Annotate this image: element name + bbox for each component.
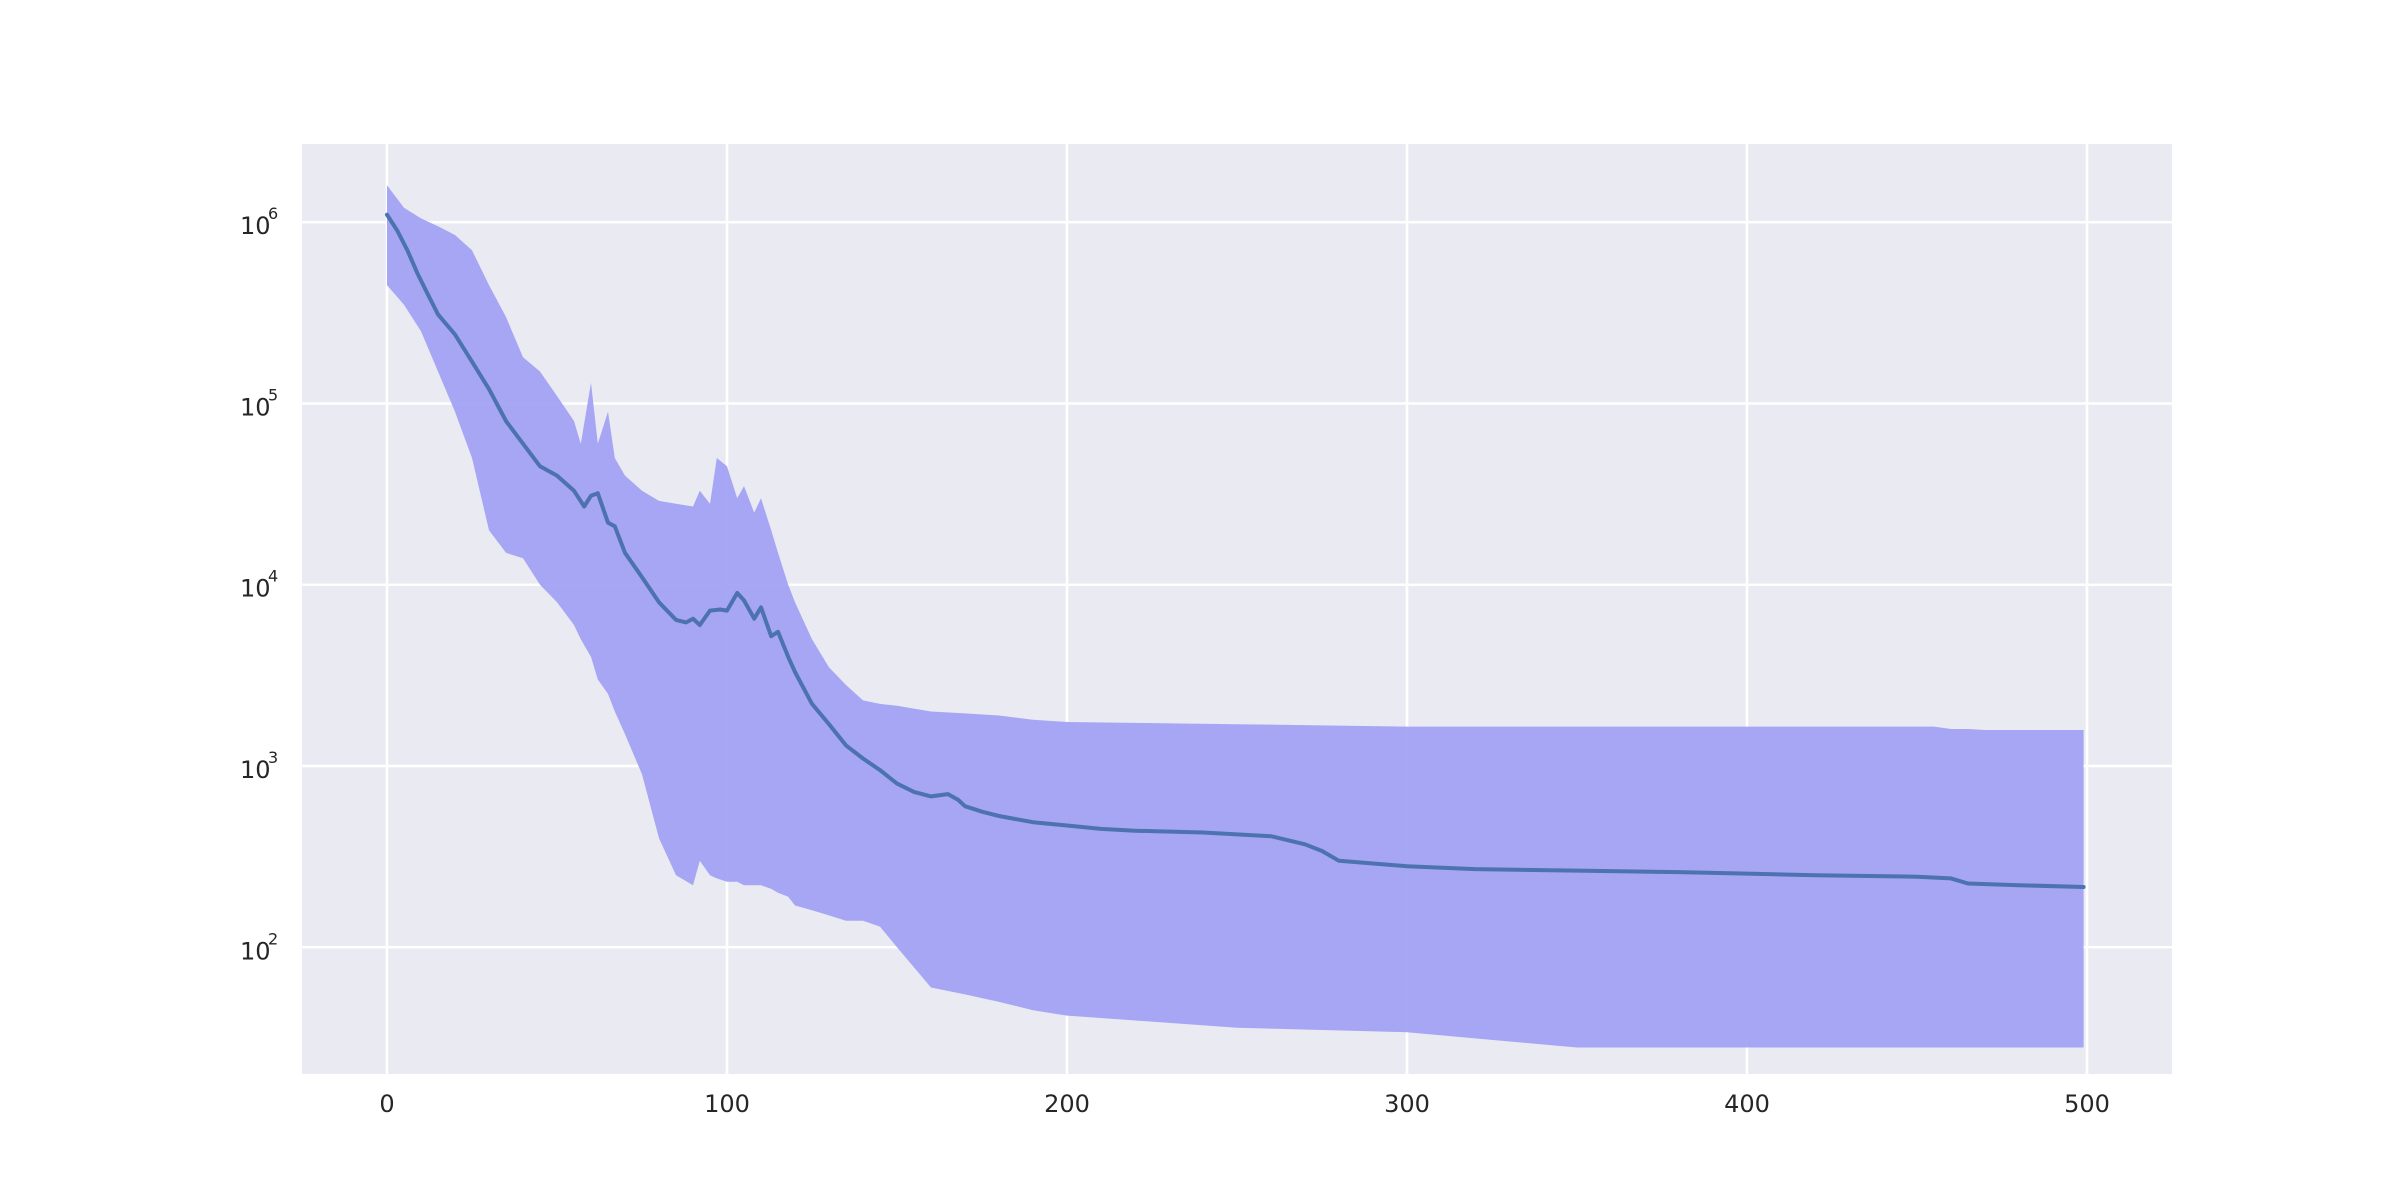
y-tick-exponent: 2 [268, 929, 278, 948]
x-tick-label: 500 [2064, 1090, 2110, 1118]
x-tick-labels: 0 100 200 300 400 500 [379, 1090, 2110, 1118]
y-tick-label: 104 [240, 567, 278, 603]
x-tick-label: 100 [704, 1090, 750, 1118]
y-tick-base: 10 [240, 756, 271, 784]
confidence-band [387, 185, 2084, 1048]
x-tick-label: 300 [1384, 1090, 1430, 1118]
y-tick-label: 106 [240, 204, 278, 240]
mean-line-layer [385, 212, 2086, 889]
y-tick-exponent: 5 [268, 385, 278, 404]
confidence-band-layer [387, 185, 2084, 1048]
y-tick-exponent: 3 [268, 748, 278, 767]
y-tick-base: 10 [240, 937, 271, 965]
y-tick-base: 10 [240, 393, 271, 421]
x-tick-label: 400 [1724, 1090, 1770, 1118]
y-tick-base: 10 [240, 575, 271, 603]
y-tick-exponent: 4 [268, 567, 278, 586]
y-tick-base: 10 [240, 212, 271, 240]
x-tick-label: 200 [1044, 1090, 1090, 1118]
x-tick-label: 0 [379, 1090, 394, 1118]
y-tick-label: 105 [240, 385, 278, 421]
mean-line [385, 212, 2086, 889]
y-tick-exponent: 6 [268, 204, 278, 223]
y-tick-label: 103 [240, 748, 278, 784]
y-tick-label: 102 [240, 929, 278, 965]
